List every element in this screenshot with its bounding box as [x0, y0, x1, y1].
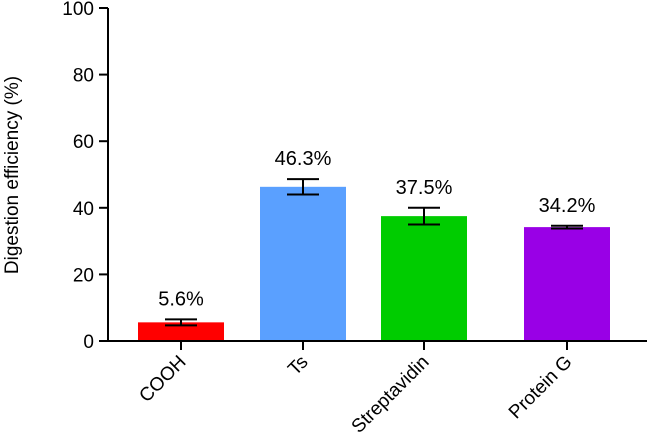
data-label: 37.5%	[396, 177, 453, 199]
data-label: 5.6%	[158, 288, 204, 310]
y-axis-title: Digestion efficiency (%)	[2, 76, 23, 274]
bars: 5.6% 46.3% 37.5% 34.2%	[138, 148, 610, 341]
bar	[381, 216, 467, 341]
error-bar	[551, 224, 583, 230]
x-tick-label: Ts	[284, 352, 312, 380]
bar	[138, 322, 224, 341]
x-tick-label: COOH	[135, 352, 190, 407]
bar	[524, 227, 610, 341]
y-tick-label: 20	[73, 265, 94, 286]
error-bar	[165, 318, 197, 327]
x-tick-label: Protein G	[505, 352, 577, 424]
error-bar	[287, 178, 319, 196]
data-label: 34.2%	[539, 195, 596, 217]
y-tick-label: 80	[73, 66, 94, 87]
y-axis: 0 20 40 60 80 100	[62, 0, 109, 353]
bar	[260, 186, 346, 341]
x-tick-label: Streptavidin	[348, 352, 434, 438]
y-tick-label: 40	[73, 199, 94, 220]
y-tick-label: 100	[62, 0, 94, 20]
y-tick-label: 60	[73, 132, 94, 153]
error-bar	[408, 206, 440, 226]
data-label: 46.3%	[275, 148, 332, 170]
x-axis: COOH Ts Streptavidin Protein G	[108, 340, 647, 438]
y-tick-label: 0	[83, 332, 94, 353]
